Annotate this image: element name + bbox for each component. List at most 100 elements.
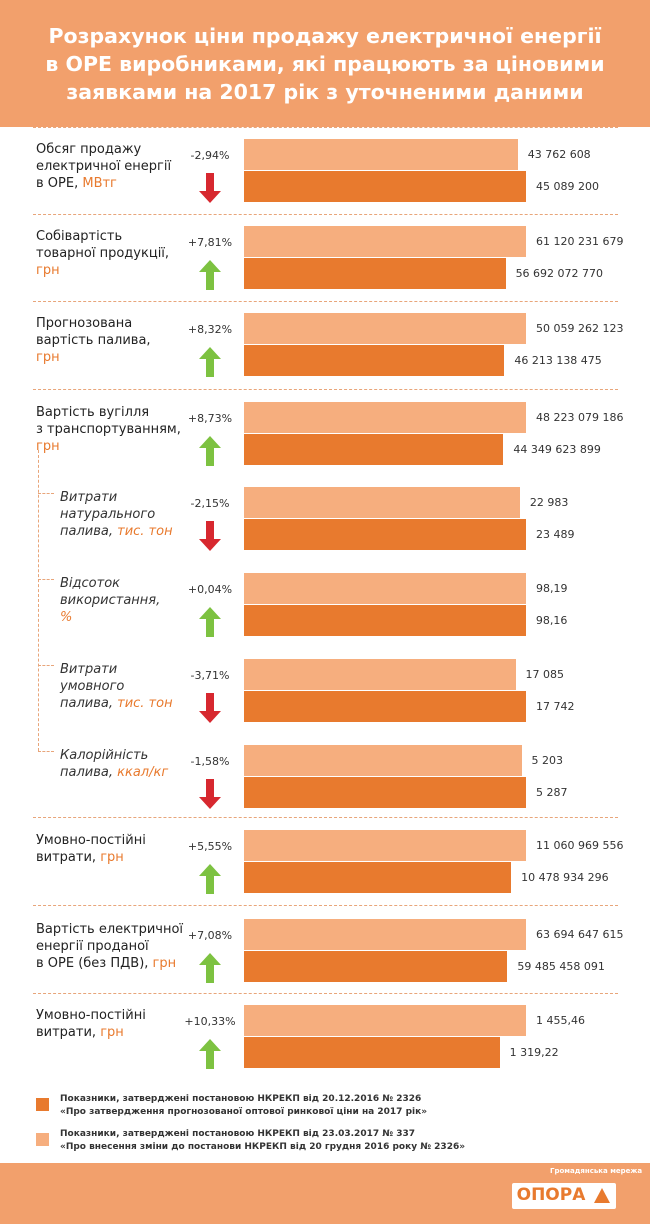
arrow-shape xyxy=(199,173,221,203)
row-label-line: вартість палива, xyxy=(36,333,151,348)
row-label-line: палива, тис. тон xyxy=(60,524,173,539)
legend-line: Показники, затверджені постановою НКРЕКП… xyxy=(60,1094,422,1104)
arrow-up-icon xyxy=(199,864,221,894)
row-label-line: з транспортуванням, xyxy=(36,422,181,437)
bar-old-label: 59 485 458 091 xyxy=(517,960,605,973)
row-unit: ккал/кг xyxy=(112,765,169,780)
bar-old-label: 98,16 xyxy=(535,614,568,627)
bar-new xyxy=(244,313,526,344)
header-banner xyxy=(0,0,650,127)
row-label-line: натурального xyxy=(60,507,156,522)
row-label: Вартість вугілля з транспортуванням, грн xyxy=(36,404,181,455)
bar-new-label: 5 203 xyxy=(531,754,564,767)
sub-bracket-tick xyxy=(38,579,54,580)
row-label-line: Відсоток xyxy=(60,576,120,591)
row-label-line: Собівартість xyxy=(36,229,123,244)
bar-old-label: 44 349 623 899 xyxy=(513,443,601,456)
arrow-up-icon xyxy=(199,347,221,377)
bar-old xyxy=(244,691,526,722)
bar-old xyxy=(244,605,526,636)
row-label-line: енергії проданої xyxy=(36,939,149,954)
bar-new xyxy=(244,919,526,950)
row-label-line: витрати, грн xyxy=(36,850,124,865)
bar-old xyxy=(244,951,508,982)
arrow-shape xyxy=(199,260,221,290)
bar-old xyxy=(244,258,506,289)
row-separator xyxy=(33,905,618,906)
bar-old-label: 10 478 934 296 xyxy=(521,871,609,884)
bar-new xyxy=(244,573,526,604)
arrow-shape xyxy=(199,864,221,894)
change-percent: +5,55% xyxy=(187,840,233,853)
row-label-line: Вартість вугілля xyxy=(36,405,150,420)
bar-old-label: 56 692 072 770 xyxy=(515,267,604,280)
bar-old xyxy=(244,862,512,893)
row-label: Відсоток використання,% xyxy=(60,575,160,626)
row-separator xyxy=(33,389,618,390)
arrow-down-icon xyxy=(199,173,221,203)
row-label-line: палива, ккал/кг xyxy=(60,765,169,780)
row-label-line: грн xyxy=(36,438,181,455)
arrow-shape xyxy=(199,953,221,983)
row-label-line: електричної енергії xyxy=(36,159,172,174)
row-unit: грн xyxy=(36,439,60,454)
row-label-line: Витрати xyxy=(60,662,118,677)
bar-old-label: 46 213 138 475 xyxy=(514,354,602,367)
arrow-shape xyxy=(199,607,221,637)
legend-swatch-new xyxy=(36,1133,49,1146)
legend-text-new: Показники, затверджені постановою НКРЕКП… xyxy=(60,1128,465,1154)
row-label: Умовно-постійні витрати, грн xyxy=(36,832,146,866)
bar-new-label: 1 455,46 xyxy=(536,1014,585,1027)
legend-swatch-old xyxy=(36,1098,49,1111)
arrow-down-icon xyxy=(199,779,221,809)
sub-bracket-tick xyxy=(38,665,54,666)
sub-bracket-tick xyxy=(38,493,54,494)
bar-old-label: 45 089 200 xyxy=(536,180,599,193)
row-unit: тис. тон xyxy=(112,696,173,711)
arrow-shape xyxy=(199,1039,221,1069)
change-percent: +10,33% xyxy=(184,1015,236,1028)
row-unit: грн xyxy=(36,350,60,365)
row-label-line: Умовно-постійні xyxy=(36,833,146,848)
row-label-line: Умовно-постійні xyxy=(36,1008,146,1023)
row-unit: грн xyxy=(96,1025,124,1040)
row-unit: МВтг xyxy=(78,176,117,191)
row-separator xyxy=(33,301,618,302)
row-label-line: % xyxy=(60,609,160,626)
row-label: Витрати натурального палива, тис. тон xyxy=(60,489,173,540)
arrow-up-icon xyxy=(199,607,221,637)
change-percent: +7,08% xyxy=(187,929,233,942)
bar-old-label: 23 489 xyxy=(536,528,575,541)
change-percent: -3,71% xyxy=(190,669,230,682)
bar-new-label: 63 694 647 615 xyxy=(536,928,624,941)
bar-old xyxy=(244,171,526,202)
bar-new xyxy=(244,487,520,518)
row-separator xyxy=(33,993,618,994)
arrow-shape xyxy=(199,347,221,377)
row-label: Прогнозована вартість палива, грн xyxy=(36,315,151,366)
bar-new xyxy=(244,139,518,170)
bar-new xyxy=(244,402,526,433)
row-unit: грн xyxy=(96,850,124,865)
row-label-line: Обсяг продажу xyxy=(36,142,142,157)
row-label: Витрати умовного палива, тис. тон xyxy=(60,661,173,712)
arrow-up-icon xyxy=(199,1039,221,1069)
arrow-up-icon xyxy=(199,953,221,983)
arrow-shape xyxy=(199,521,221,551)
row-label-line: в ОРЕ, МВтг xyxy=(36,176,117,191)
row-label-line: Витрати xyxy=(60,490,118,505)
arrow-shape xyxy=(199,693,221,723)
bar-new-label: 22 983 xyxy=(529,496,569,509)
row-label-line: Калорійність xyxy=(60,748,149,763)
bar-old xyxy=(244,1037,500,1068)
title-line: заявками на 2017 рік з уточненими даними xyxy=(66,80,584,104)
row-label-line: товарної продукції, xyxy=(36,246,170,261)
sub-bracket-line xyxy=(38,450,39,751)
change-percent: -1,58% xyxy=(190,755,230,768)
row-unit: % xyxy=(60,610,73,625)
arrow-down-icon xyxy=(199,521,221,551)
change-percent: +0,04% xyxy=(187,583,233,596)
sub-bracket-tick xyxy=(38,751,54,752)
row-label: Умовно-постійні витрати, грн xyxy=(36,1007,146,1041)
title-line: Розрахунок ціни продажу електричної енер… xyxy=(48,24,602,48)
